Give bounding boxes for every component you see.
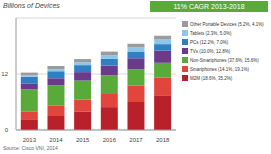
html-text:Smartphones (14.1%, 19.1%): Smartphones (14.1%, 19.1%) xyxy=(190,66,249,72)
html-text:11% CAGR 2013-2018: 11% CAGR 2013-2018 xyxy=(173,3,245,10)
svg-text:2016: 2016 xyxy=(103,137,117,142)
html-text:Source: Cisco VNI, 2014: Source: Cisco VNI, 2014 xyxy=(3,145,58,151)
html-text:PCs (12.2%, 7.0%): PCs (12.2%, 7.0%) xyxy=(190,39,229,45)
svg-text:2018: 2018 xyxy=(156,137,170,142)
svg-text:0: 0 xyxy=(8,127,9,133)
svg-text:2017: 2017 xyxy=(129,137,143,142)
html-text:Non-Smartphones (37.6%, 15.6%): Non-Smartphones (37.6%, 15.6%) xyxy=(190,57,259,63)
svg-text:2015: 2015 xyxy=(76,137,90,142)
html-text:Billions of Devices: Billions of Devices xyxy=(3,2,60,9)
html-text:Tablets (2.3%, 5.0%): Tablets (2.3%, 5.0%) xyxy=(190,30,232,36)
html-text:M2M (18.6%, 35.2%): M2M (18.6%, 35.2%) xyxy=(190,75,233,81)
html-text:Other Portable Devices (5.2%,: Other Portable Devices (5.2%, 4.1%) xyxy=(190,21,264,27)
svg-text:2013: 2013 xyxy=(23,137,37,142)
svg-text:12: 12 xyxy=(8,71,9,77)
svg-text:2014: 2014 xyxy=(49,137,63,142)
html-text:TVs (10.0%, 12.8%): TVs (10.0%, 12.8%) xyxy=(190,48,231,54)
